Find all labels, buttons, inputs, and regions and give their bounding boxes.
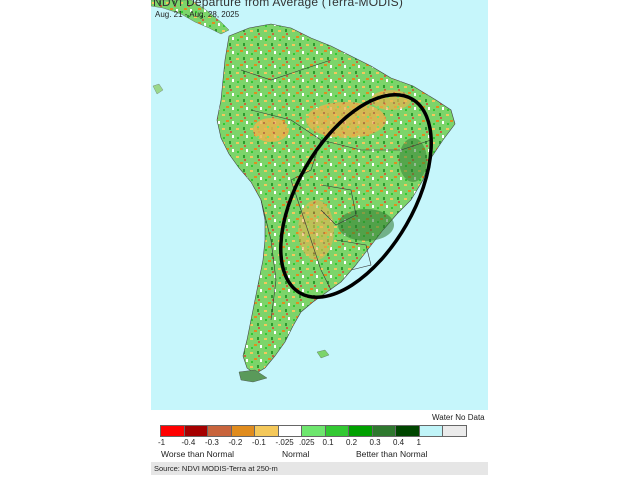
legend-swatch bbox=[442, 425, 467, 437]
legend-water-no-data-label: Water No Data bbox=[432, 413, 485, 422]
legend-color-bar bbox=[160, 425, 467, 437]
legend-tick-label: -.025 bbox=[275, 438, 294, 447]
wet-patch bbox=[338, 209, 394, 241]
south-america-land bbox=[216, 23, 456, 375]
legend-tick-label: 0.3 bbox=[369, 438, 381, 447]
legend-swatch bbox=[418, 425, 443, 437]
legend-swatch bbox=[207, 425, 232, 437]
legend-swatch bbox=[230, 425, 255, 437]
legend-swatch bbox=[254, 425, 279, 437]
ndvi-map bbox=[151, 0, 456, 383]
source-text: Source: NDVI MODIS-Terra at 250-m bbox=[154, 464, 278, 473]
legend-swatch bbox=[277, 425, 302, 437]
legend-category-worse: Worse than Normal bbox=[161, 449, 235, 459]
source-bar bbox=[151, 462, 488, 475]
map-dates: Aug. 21 - Aug. 28, 2025 bbox=[155, 10, 240, 19]
legend-tick-label: -1 bbox=[158, 438, 166, 447]
legend-swatch bbox=[395, 425, 420, 437]
dry-patch bbox=[306, 102, 386, 138]
legend-tick-label: -0.4 bbox=[181, 438, 196, 447]
legend-tick-label: -0.3 bbox=[205, 438, 219, 447]
legend-tick-label: 0.2 bbox=[346, 438, 358, 447]
legend-tick-label: -0.2 bbox=[228, 438, 243, 447]
caribbean-island bbox=[152, 83, 164, 95]
map-title: NDVI Departure from Average (Terra-MODIS… bbox=[153, 0, 404, 9]
legend-swatch bbox=[160, 425, 185, 437]
legend-category-better: Better than Normal bbox=[356, 449, 428, 459]
map-frame bbox=[151, 0, 488, 410]
legend-tick-label: 0.1 bbox=[322, 438, 334, 447]
falkland-islands bbox=[316, 349, 330, 359]
legend-swatch bbox=[183, 425, 208, 437]
highlight-ellipse bbox=[279, 93, 433, 299]
country-borders bbox=[240, 59, 432, 321]
legend-swatch bbox=[371, 425, 396, 437]
legend-category-normal: Normal bbox=[282, 449, 310, 459]
legend-tick-label: 1 bbox=[416, 438, 421, 447]
wet-patch bbox=[399, 138, 427, 182]
legend-swatch bbox=[324, 425, 349, 437]
legend-tick-label: 0.4 bbox=[393, 438, 405, 447]
legend-tick-label: .025 bbox=[299, 438, 315, 447]
legend-tick-label: -0.1 bbox=[252, 438, 266, 447]
tierra-del-fuego bbox=[238, 369, 268, 383]
legend-swatch bbox=[301, 425, 326, 437]
dry-patch bbox=[298, 200, 334, 260]
dry-patch bbox=[253, 118, 289, 142]
legend-swatch bbox=[348, 425, 373, 437]
central-america-land bbox=[151, 0, 230, 35]
